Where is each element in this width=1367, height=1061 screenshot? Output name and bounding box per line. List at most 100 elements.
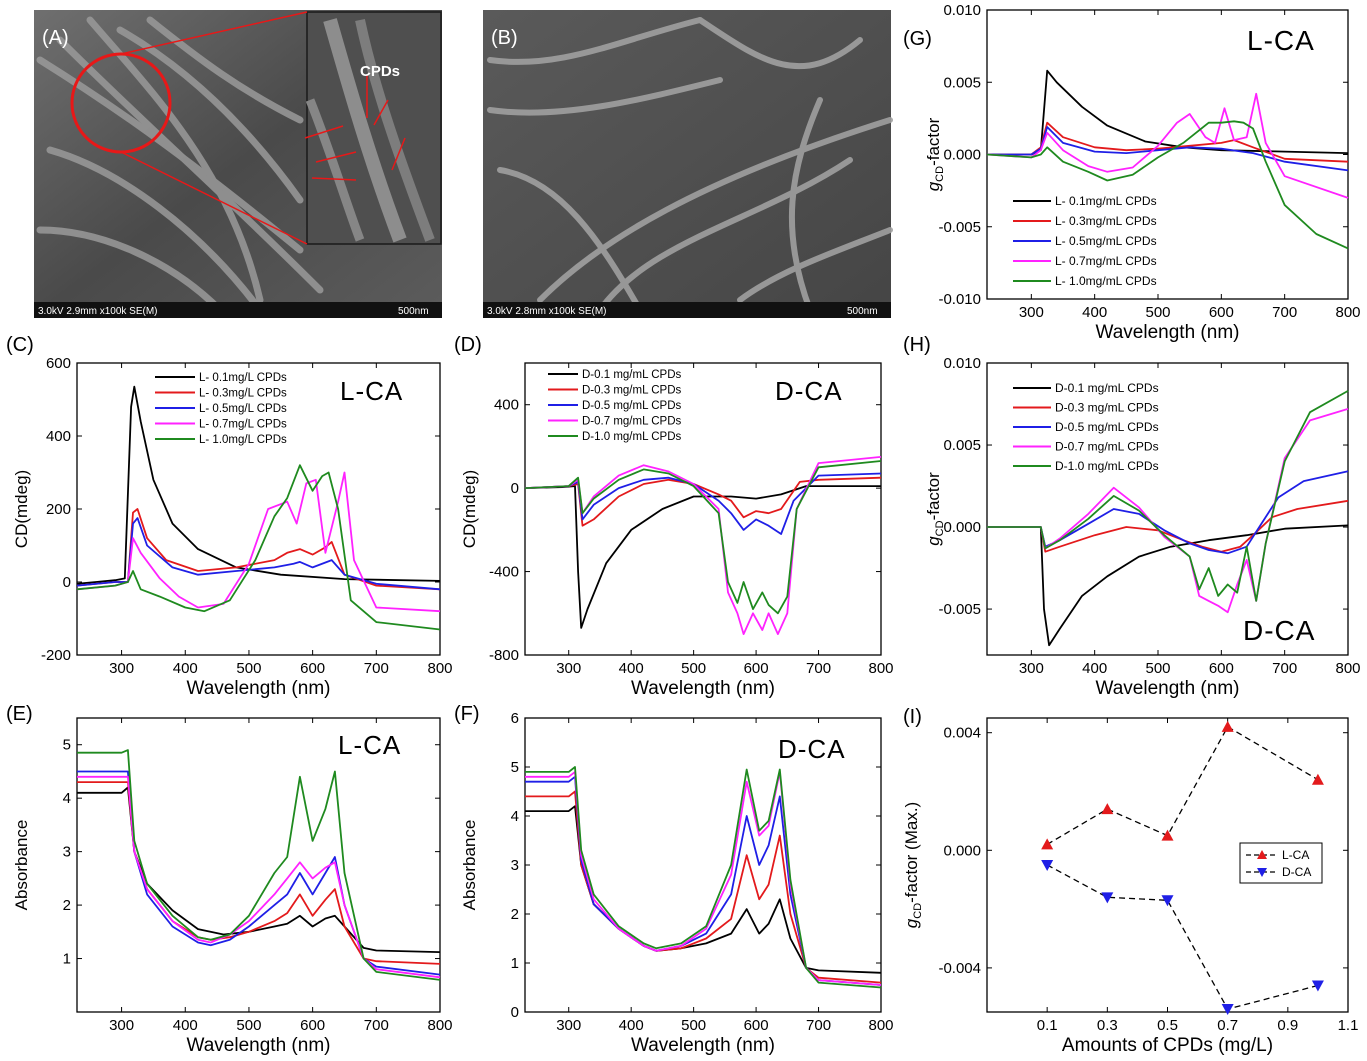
x-tick-label: 500 [236,1017,261,1034]
sem-a-scale-bar: 500nm [398,306,429,317]
series-line-L-CA [1046,725,1319,845]
sem-a-arrows [304,75,406,181]
x-tick-label: 800 [427,660,452,677]
series-line-blue [525,775,882,986]
y-tick-label: 0.000 [943,519,981,536]
x-tick-label: 400 [1082,660,1107,677]
y-tick-label: 0.000 [943,147,981,164]
panel-label-b: (B) [491,27,518,49]
sem-a-cpds-annotation: CPDs [360,63,400,80]
legend-label: L-CA [1282,848,1309,862]
x-tick-label: 0.9 [1277,1017,1298,1034]
chart-panel-e: 300 400 500 600 700 800 1 2 3 4 5 Wavelength (nm) Ab… [6,703,453,1056]
y-tick-label: 200 [46,501,71,518]
legend-label: L- 0.5mg/mL CPDs [1055,234,1157,248]
chart-panel-i: 0.1 0.3 0.5 0.7 0.9 1.1 -0.004 0.000 0.004 Amount… [902,706,1358,1056]
y-axis-label: Absorbance [12,820,31,911]
sem-panel-b: (B) 3.0kV 2.8mm x100k SE(M) 500nm [483,10,893,318]
x-tick-label: 1.1 [1338,1017,1359,1034]
plot-frame [524,362,882,656]
sem-b-scale-info: 3.0kV 2.8mm x100k SE(M) [487,306,606,317]
x-tick-label: 800 [868,660,893,677]
sample-tag: L-CA [338,730,401,760]
y-tick-label: 0.010 [943,2,981,19]
sem-b-scale-bar: 500nm [847,306,878,317]
y-tick-label: 6 [511,710,519,727]
x-tick-label: 500 [1145,660,1170,677]
panel-label-i: (I) [903,706,922,728]
legend-label: D-0.3 mg/mL CPDs [1055,401,1159,415]
x-tick-label: 700 [364,660,389,677]
x-tick-label: 600 [1209,304,1234,321]
plot-frame [986,362,1349,656]
x-tick-label: 500 [236,660,261,677]
y-axis-label: gCD-factor [924,117,946,191]
y-tick-label: 600 [46,355,71,372]
series-line-green [524,460,882,615]
legend-label: L- 0.1mg/L CPDs [199,372,287,384]
legend-label: D-0.7 mg/mL CPDs [582,416,682,428]
y-tick-label: 0.004 [943,725,981,742]
series-line-blue [76,517,441,591]
series-line-black [76,385,441,585]
legend-label: L- 0.3mg/mL CPDs [1055,214,1157,228]
series-line-green [987,390,1349,602]
y-tick-label: 5 [511,759,519,776]
x-tick-label: 400 [1082,304,1107,321]
y-axis-label: CD(mdeg) [460,470,479,548]
series-line-green [76,464,441,631]
y-axis-label: gCD-factor [924,472,946,546]
data-point-D-CA [1101,892,1114,904]
panel-label-h: (H) [903,334,931,356]
legend-marker [1257,868,1267,877]
y-tick-label: 4 [511,808,519,825]
x-axis-label: Amounts of CPDs (mg/L) [1062,1035,1273,1056]
data-point-L-CA [1311,773,1324,785]
legend-label: D-1.0 mg/mL CPDs [1055,459,1159,473]
x-tick-label: 800 [1335,304,1360,321]
legend-label: D-0.7 mg/mL CPDs [1055,440,1159,454]
x-axis-label: Wavelength (nm) [631,1035,775,1056]
x-tick-label: 800 [1335,660,1360,677]
sem-panel-a: CPDs (A) 3.0kV 2.9mm x100k SE(M) 500nm [34,10,442,318]
x-tick-label: 0.7 [1217,1017,1238,1034]
chart-panel-c: 300 400 500 600 700 800-2000200400600Waveleng… [6,334,453,699]
x-tick-label: 800 [427,1017,452,1034]
x-tick-label: 700 [364,1017,389,1034]
x-tick-label: 700 [1272,304,1297,321]
y-tick-label: -200 [41,647,71,664]
panel-label-g: (G) [903,28,932,50]
legend-label: L- 0.7mg/mL CPDs [1055,254,1157,268]
data-point-L-CA [1101,803,1114,815]
y-tick-label: -800 [489,647,519,664]
series-line-magenta [986,92,1349,199]
legend-label: L- 0.7mg/L CPDs [199,419,287,431]
series-line-green [986,120,1349,250]
y-axis-label: CD(mdeg) [12,470,31,548]
y-tick-label: 0.005 [943,437,981,454]
x-tick-label: 500 [681,660,706,677]
y-tick-label: 2 [511,906,519,923]
x-axis-label: Wavelength (nm) [187,678,331,699]
x-axis-label: Wavelength (nm) [631,678,775,699]
y-tick-label: -0.005 [938,219,981,236]
y-tick-label: 400 [494,397,519,414]
chart-panel-f: 300 400 500 600 700 800 0 1 2 3 4 5 6 Wavelength (nm)… [454,703,894,1056]
y-tick-label: 400 [46,428,71,445]
y-tick-label: 4 [63,790,71,807]
y-tick-label: 2 [63,897,71,914]
x-tick-label: 300 [556,660,581,677]
sample-tag: L-CA [340,376,403,406]
data-point-D-CA [1221,1004,1234,1016]
sem-b-fibers [487,17,893,313]
data-point-D-CA [1161,895,1174,907]
y-tick-label: 1 [511,955,519,972]
y-tick-label: 0 [511,1004,519,1021]
sem-a-scale-info: 3.0kV 2.9mm x100k SE(M) [38,306,157,317]
legend-label: L- 0.5mg/L CPDs [199,403,287,415]
x-tick-label: 0.5 [1157,1017,1178,1034]
x-tick-label: 0.3 [1097,1017,1118,1034]
y-tick-label: -0.010 [938,291,981,308]
legend-label: D-1.0 mg/mL CPDs [582,431,682,443]
